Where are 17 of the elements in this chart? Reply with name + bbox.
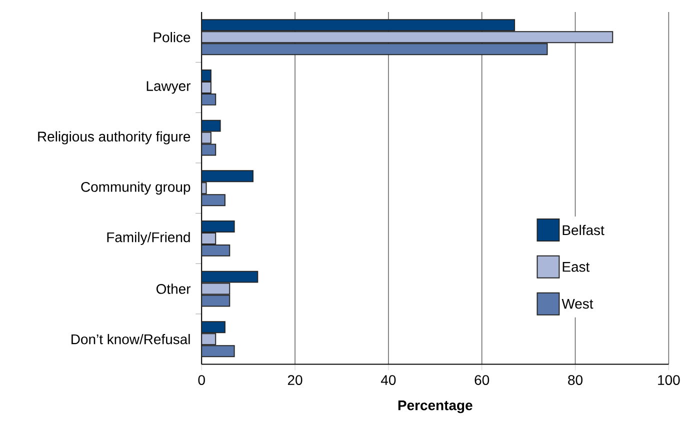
y-tick-label: Don’t know/Refusal [72,334,190,344]
y-tick-label: Lawyer [146,81,191,94]
x-tick-label: 100 [658,375,680,385]
legend-label: West [562,298,594,309]
y-tick-label: Religious authority figure [38,131,190,144]
x-axis-title: Percentage [398,400,472,414]
y-tick-label: Police [154,32,190,42]
x-tick-label: 80 [568,375,582,385]
x-tick-label: 60 [474,375,490,385]
x-tick-label: 0 [198,375,205,385]
x-tick-label: 20 [288,375,302,385]
legend-label: East [562,262,590,272]
y-tick-label: Other [156,284,191,294]
x-tick-label: 40 [380,375,396,385]
y-tick-label: Community group [81,182,190,195]
legend-label: Belfast [562,224,604,236]
y-tick-label: Family/Friend [107,232,190,245]
